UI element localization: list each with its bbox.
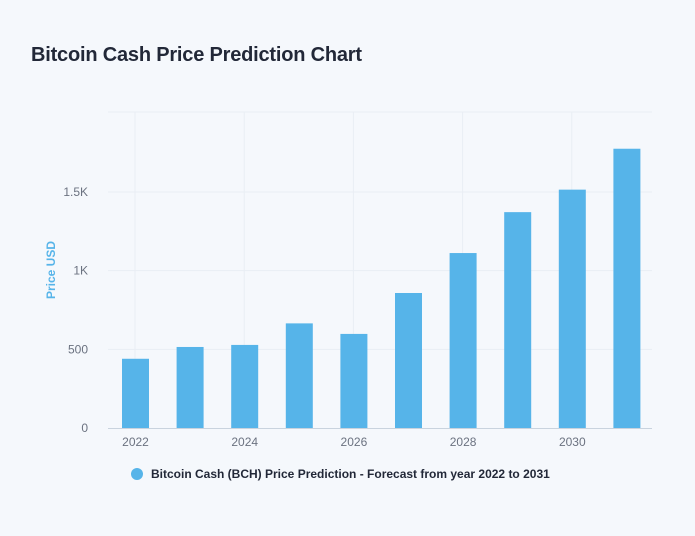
bar-2025[interactable] [285,323,313,428]
legend-marker [131,468,143,480]
x-tick-label: 2028 [450,435,477,449]
bar-2030[interactable] [558,189,586,428]
y-tick-label: 0 [81,421,88,435]
bar-2022[interactable] [122,358,149,428]
bar-2023[interactable] [176,346,204,428]
bar-2028[interactable] [449,253,477,428]
x-tick-label: 2024 [231,435,258,449]
y-tick-label: 1K [73,264,88,278]
legend[interactable]: Bitcoin Cash (BCH) Price Prediction - Fo… [131,467,550,481]
bar-2027[interactable] [395,293,422,428]
bar-2031[interactable] [613,148,641,428]
chart-title: Bitcoin Cash Price Prediction Chart [31,44,362,66]
y-tick-label: 500 [68,342,88,356]
legend-label: Bitcoin Cash (BCH) Price Prediction - Fo… [151,467,550,481]
x-axis-ticks: 2022 2024 2026 2028 2030 [122,435,586,449]
bars [122,148,641,428]
x-tick-label: 2026 [341,435,368,449]
bar-2026[interactable] [340,333,368,428]
bar-2024[interactable] [231,344,259,428]
bar-2029[interactable] [504,212,532,428]
y-tick-label: 1.5K [63,185,88,199]
x-tick-label: 2030 [559,435,586,449]
x-tick-label: 2022 [122,435,149,449]
y-axis-label: Price USD [44,241,58,299]
y-axis-ticks: 0 500 1K 1.5K [63,185,88,435]
